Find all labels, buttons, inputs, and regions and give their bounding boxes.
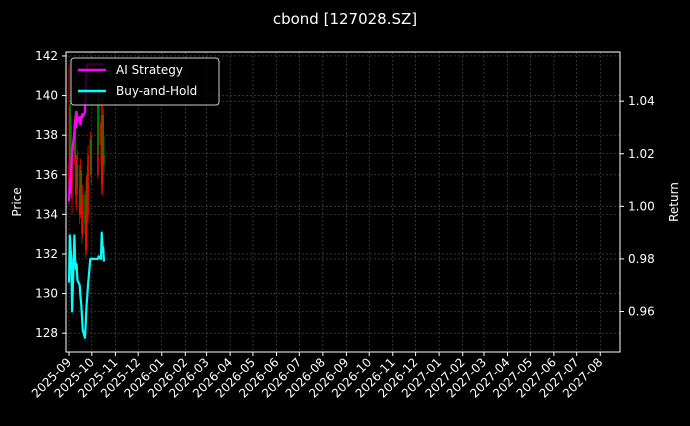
y-left-tick-label: 138: [35, 128, 58, 142]
y-right-tick-label: 0.96: [628, 305, 655, 319]
candle-body: [97, 105, 100, 146]
y-right-tick-label: 0.98: [628, 252, 655, 266]
candle-body: [76, 164, 79, 187]
candle-body: [102, 115, 105, 155]
candle-body: [103, 154, 105, 165]
candle-body: [81, 194, 84, 235]
candle-body: [84, 194, 86, 225]
series-line-buy-and-hold: [67, 231, 106, 339]
y-left-tick-label: 132: [35, 247, 58, 261]
legend-label-bh: Buy-and-Hold: [116, 84, 197, 98]
candle-body: [74, 125, 76, 155]
plot-frame: [65, 51, 621, 353]
candle-body: [87, 154, 89, 215]
candle-body: [80, 170, 82, 205]
y-right-tick-label: 1.00: [628, 199, 655, 213]
legend: AI Strategy Buy-and-Hold: [70, 57, 220, 106]
y-left-tick-label: 140: [35, 89, 58, 103]
legend-box: [70, 57, 220, 106]
chart-title: cbond [127028.SZ]: [273, 10, 417, 28]
y-left-tick-label: 136: [35, 168, 58, 182]
candle-body: [90, 139, 92, 175]
legend-label-ai: AI Strategy: [116, 63, 183, 77]
y-left-tick-label: 128: [35, 326, 58, 340]
y-left-tick-label: 142: [35, 49, 58, 63]
y-left-tick-label: 130: [35, 287, 58, 301]
y-axis-right-label: Return: [667, 182, 681, 222]
y-right-tick-label: 1.02: [628, 147, 655, 161]
candle-body: [69, 115, 72, 155]
y-left-tick-label: 134: [35, 207, 58, 221]
y-right-tick-label: 1.04: [628, 94, 655, 108]
y-axis-left-label: Price: [10, 187, 24, 216]
